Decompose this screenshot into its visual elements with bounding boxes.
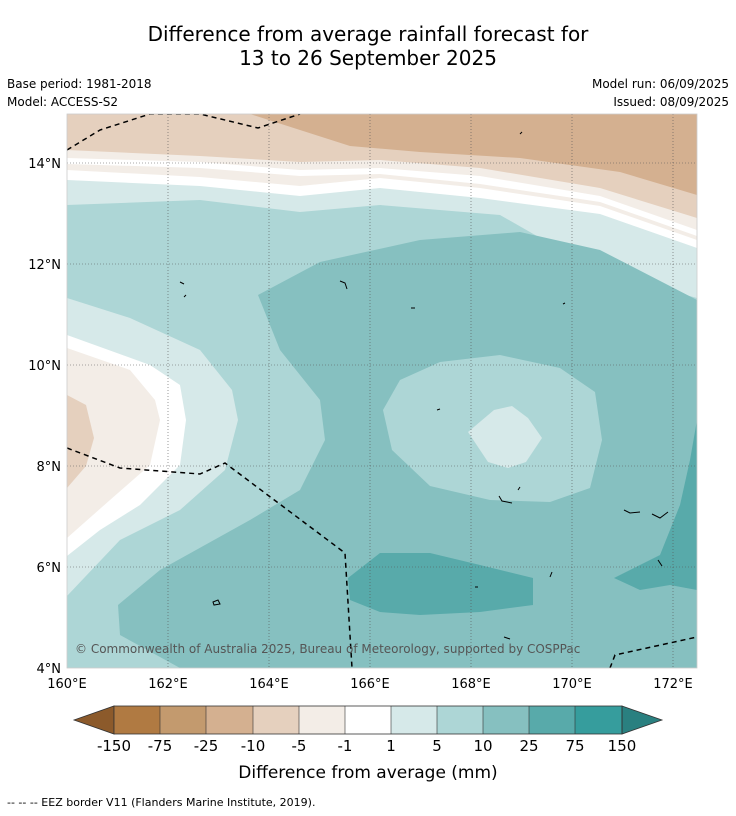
lat-tick-6: 6°N [37, 561, 62, 576]
colorbar-label: 75 [565, 737, 584, 755]
islands [179, 131, 669, 640]
contour-1-5-center [468, 406, 542, 468]
copyright-text: © Commonwealth of Australia 2025, Bureau… [75, 642, 580, 656]
contour-25-75-east [614, 420, 697, 668]
map-frame [66, 113, 698, 669]
colorbar-swatch-1 [114, 706, 160, 734]
lon-tick-170: 170°E [552, 677, 592, 692]
title-line-2: 13 to 26 September 2025 [239, 46, 497, 70]
lon-tick-164: 164°E [249, 677, 289, 692]
rainfall-contours [67, 114, 697, 668]
lon-tick-166: 166°E [350, 677, 390, 692]
contour-dry-3-north [250, 114, 697, 195]
colorbar-swatch-8 [437, 706, 483, 734]
issued-date: Issued: 08/09/2025 [613, 95, 729, 109]
colorbar-label: -10 [241, 737, 266, 755]
colorbar-label: 150 [608, 737, 637, 755]
colorbar-label: 25 [519, 737, 538, 755]
colorbar-label: 1 [386, 737, 396, 755]
colorbar-label: -75 [148, 737, 173, 755]
colorbar-high-arrow [621, 705, 664, 735]
colorbar-swatch-9 [483, 706, 529, 734]
lat-tick-12: 12°N [28, 258, 61, 273]
colorbar-label: -1 [338, 737, 353, 755]
lat-tick-14: 14°N [28, 157, 61, 172]
eez-footnote: -- -- -- EEZ border V11 (Flanders Marine… [7, 796, 316, 809]
lon-tick-168: 168°E [451, 677, 491, 692]
contour-25-75-south [348, 553, 533, 615]
lon-tick-labels: 160°E 162°E 164°E 166°E 168°E 170°E 172°… [47, 677, 693, 692]
contour-dry-2-west [67, 395, 94, 488]
lat-tick-4: 4°N [37, 662, 62, 677]
colorbar-label: -25 [194, 737, 219, 755]
model-run: Model run: 06/09/2025 [591, 77, 729, 91]
colorbar-swatch-4 [253, 706, 299, 734]
meta-left: Base period: 1981-2018 Model: ACCESS-S2 [7, 75, 152, 111]
colorbar-frame [113, 705, 623, 735]
eez-borders [67, 114, 697, 668]
lon-tick-172: 172°E [653, 677, 693, 692]
lon-tick-160: 160°E [47, 677, 87, 692]
colorbar-swatch-11 [575, 706, 622, 734]
lat-tick-labels: 14°N 12°N 10°N 8°N 6°N 4°N [28, 157, 61, 677]
contour-dry-1-west [67, 348, 160, 538]
colorbar-label: 10 [473, 737, 492, 755]
colorbar-swatch-10 [529, 706, 575, 734]
colorbar-caption: Difference from average (mm) [238, 763, 497, 783]
map-title: Difference from average rainfall forecas… [0, 22, 736, 70]
base-period: Base period: 1981-2018 [7, 77, 152, 91]
model-name: Model: ACCESS-S2 [7, 95, 119, 109]
colorbar-swatch-6 [345, 706, 391, 734]
title-line-1: Difference from average rainfall forecas… [147, 22, 589, 46]
lat-tick-8: 8°N [37, 460, 62, 475]
colorbar-low-arrow [72, 705, 115, 735]
colorbar-labels: -150 -75 -25 -10 -5 -1 1 5 10 25 75 150 [97, 737, 636, 755]
colorbar-swatch-5 [299, 706, 345, 734]
colorbar-label: -5 [292, 737, 307, 755]
graticule [67, 114, 697, 668]
lat-tick-10: 10°N [28, 359, 61, 374]
colorbar-swatch-2 [160, 706, 206, 734]
colorbar-label: -150 [97, 737, 131, 755]
colorbar-swatch-7 [391, 706, 437, 734]
lon-tick-162: 162°E [148, 677, 188, 692]
colorbar-swatch-3 [206, 706, 253, 734]
meta-right: Model run: 06/09/2025 Issued: 08/09/2025 [592, 75, 729, 111]
colorbar [72, 705, 664, 735]
contour-neutral-strip [67, 158, 697, 236]
colorbar-label: 5 [432, 737, 442, 755]
